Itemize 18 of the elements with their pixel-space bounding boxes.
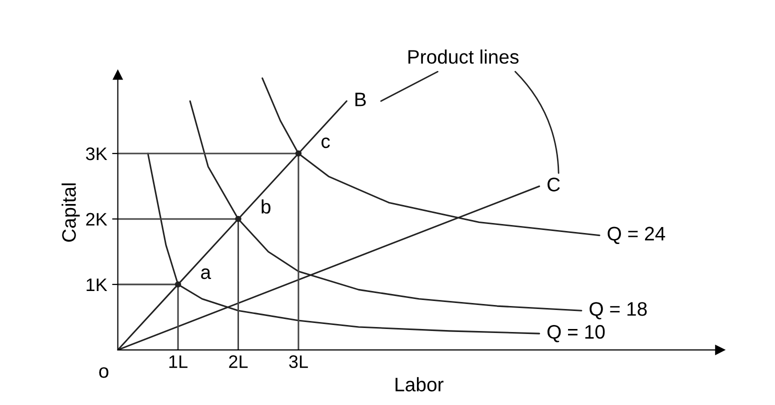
legend-label: B (355, 92, 366, 106)
text: Product lines (408, 49, 519, 64)
series-label: Q = 18 (590, 302, 647, 320)
y-tick-label: 1K (86, 278, 108, 291)
x-tick-label: 2L (229, 355, 248, 368)
series-label: Q = 24 (608, 226, 666, 244)
annotation: c (322, 137, 330, 148)
y-tick-label: 3K (86, 147, 108, 160)
series-label: Q = 10 (547, 325, 605, 342)
annotation: b (262, 199, 270, 214)
x-axis-title: Labor (396, 377, 444, 392)
series-label: C (548, 178, 560, 192)
x-tick-label: 1L (169, 355, 188, 368)
x-tick-label: 3L (289, 355, 308, 368)
y-axis-title: Capital (62, 183, 80, 242)
annotation: a (201, 268, 212, 280)
y-tick-label: 2K (86, 212, 108, 226)
annotation: o (99, 367, 108, 378)
